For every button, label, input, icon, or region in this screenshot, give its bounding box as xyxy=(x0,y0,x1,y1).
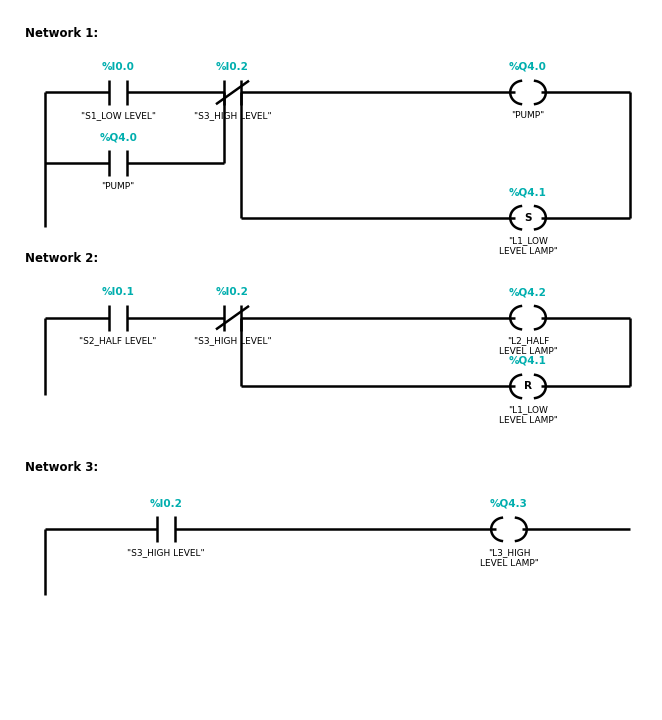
Text: %Q4.2: %Q4.2 xyxy=(509,287,547,297)
Text: Network 1:: Network 1: xyxy=(24,27,98,40)
Text: "PUMP": "PUMP" xyxy=(101,182,135,191)
Text: "S3_HIGH LEVEL": "S3_HIGH LEVEL" xyxy=(194,336,271,346)
Text: "S3_HIGH LEVEL": "S3_HIGH LEVEL" xyxy=(127,548,205,557)
Text: %I0.2: %I0.2 xyxy=(150,499,182,509)
Text: %Q4.0: %Q4.0 xyxy=(99,132,137,143)
Text: %Q4.3: %Q4.3 xyxy=(490,499,528,509)
Text: "L1_LOW
LEVEL LAMP": "L1_LOW LEVEL LAMP" xyxy=(498,405,557,425)
Text: %Q4.0: %Q4.0 xyxy=(509,62,547,72)
Text: S: S xyxy=(524,212,532,222)
Text: "PUMP": "PUMP" xyxy=(511,112,545,120)
Text: R: R xyxy=(524,382,532,392)
Text: "S1_LOW LEVEL": "S1_LOW LEVEL" xyxy=(81,112,156,120)
Text: "L3_HIGH
LEVEL LAMP": "L3_HIGH LEVEL LAMP" xyxy=(479,548,538,567)
Text: "L2_HALF
LEVEL LAMP": "L2_HALF LEVEL LAMP" xyxy=(498,336,557,356)
Text: Network 2:: Network 2: xyxy=(24,253,98,266)
Text: Network 3:: Network 3: xyxy=(24,461,98,474)
Text: "L1_LOW
LEVEL LAMP": "L1_LOW LEVEL LAMP" xyxy=(498,237,557,256)
Text: "S2_HALF LEVEL": "S2_HALF LEVEL" xyxy=(79,336,157,346)
Text: %I0.1: %I0.1 xyxy=(102,287,134,297)
Text: %Q4.1: %Q4.1 xyxy=(509,187,547,197)
Text: "S3_HIGH LEVEL": "S3_HIGH LEVEL" xyxy=(194,112,271,120)
Text: %I0.0: %I0.0 xyxy=(102,62,134,72)
Text: %I0.2: %I0.2 xyxy=(216,62,249,72)
Text: %I0.2: %I0.2 xyxy=(216,287,249,297)
Text: %Q4.1: %Q4.1 xyxy=(509,356,547,366)
